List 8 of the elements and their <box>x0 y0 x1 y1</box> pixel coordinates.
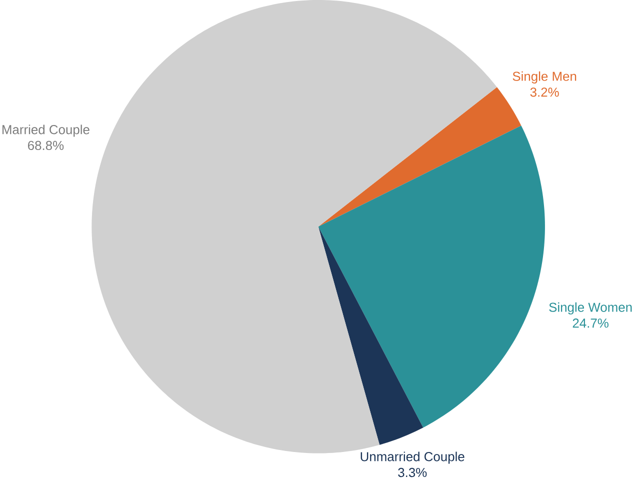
slice-label: Single Women <box>549 302 632 315</box>
slice-label: Married Couple <box>2 124 90 138</box>
slice-label: Unmarried Couple <box>360 452 464 464</box>
data-label: 3.2% <box>530 88 559 98</box>
data-label: 68.8% <box>28 141 64 150</box>
data-label: 24.7% <box>572 318 608 328</box>
slice-label: Single Men <box>512 72 576 84</box>
data-label: 3.3% <box>398 468 427 478</box>
